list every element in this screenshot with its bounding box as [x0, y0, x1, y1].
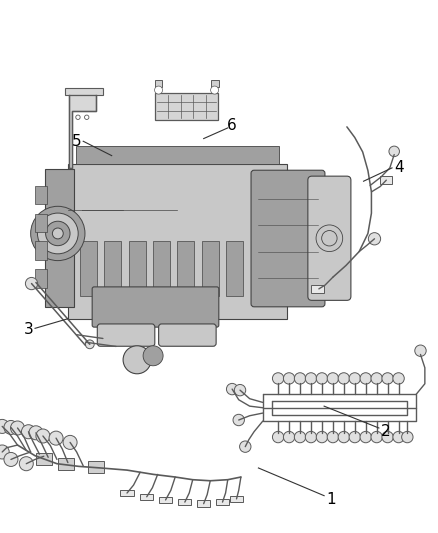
Bar [76, 146, 279, 164]
Circle shape [155, 86, 162, 94]
Bar [197, 500, 210, 507]
Circle shape [31, 206, 85, 261]
Text: 3: 3 [24, 322, 33, 337]
Circle shape [316, 373, 328, 384]
Circle shape [360, 373, 371, 384]
Circle shape [283, 373, 295, 384]
FancyBboxPatch shape [251, 170, 325, 307]
Bar [35, 186, 47, 204]
Bar [159, 497, 172, 503]
Circle shape [389, 146, 399, 157]
Polygon shape [69, 95, 96, 168]
Circle shape [53, 228, 63, 239]
Circle shape [402, 431, 413, 443]
Circle shape [0, 445, 9, 459]
Bar [104, 241, 121, 295]
Circle shape [272, 373, 284, 384]
Bar [202, 241, 219, 295]
Text: 5: 5 [72, 134, 81, 149]
FancyBboxPatch shape [92, 287, 219, 327]
Bar [177, 241, 194, 295]
Circle shape [371, 373, 382, 384]
Circle shape [234, 384, 246, 396]
Text: 1: 1 [326, 492, 336, 507]
Circle shape [305, 373, 317, 384]
Circle shape [4, 421, 18, 434]
Circle shape [338, 431, 350, 443]
Polygon shape [65, 88, 103, 95]
Circle shape [49, 431, 63, 445]
FancyBboxPatch shape [97, 324, 155, 346]
Bar [140, 494, 153, 500]
Circle shape [349, 373, 360, 384]
Bar [129, 241, 146, 295]
Bar [36, 454, 52, 465]
Bar [216, 499, 229, 505]
Circle shape [38, 213, 78, 254]
Circle shape [272, 431, 284, 443]
Circle shape [371, 431, 382, 443]
Circle shape [4, 453, 18, 466]
Circle shape [327, 373, 339, 384]
Circle shape [46, 221, 70, 246]
Circle shape [240, 441, 251, 453]
Circle shape [19, 457, 33, 471]
Circle shape [316, 431, 328, 443]
Bar [230, 496, 243, 502]
Circle shape [85, 340, 94, 349]
Circle shape [226, 383, 238, 395]
Circle shape [0, 419, 9, 433]
Bar [35, 241, 47, 260]
Circle shape [305, 431, 317, 443]
Circle shape [85, 115, 89, 119]
Circle shape [393, 373, 404, 384]
Bar [35, 269, 47, 288]
Circle shape [63, 435, 77, 449]
Circle shape [143, 346, 163, 366]
Circle shape [123, 346, 151, 374]
FancyBboxPatch shape [159, 324, 216, 346]
Bar [226, 241, 243, 295]
Bar [155, 80, 162, 87]
Circle shape [294, 373, 306, 384]
Circle shape [294, 431, 306, 443]
Text: 4: 4 [394, 160, 403, 175]
Bar [211, 80, 219, 87]
Circle shape [382, 373, 393, 384]
Circle shape [368, 232, 381, 245]
Bar [153, 241, 170, 295]
Bar [68, 164, 287, 319]
Circle shape [25, 277, 38, 290]
Circle shape [415, 345, 426, 357]
Bar [35, 214, 47, 232]
Bar [45, 169, 74, 307]
Bar [80, 241, 97, 295]
Bar [120, 490, 134, 496]
Circle shape [382, 431, 393, 443]
Text: 6: 6 [227, 118, 237, 133]
Bar [58, 458, 74, 470]
Circle shape [21, 425, 35, 439]
FancyBboxPatch shape [308, 176, 351, 301]
Circle shape [29, 426, 43, 440]
Bar [155, 93, 218, 120]
Circle shape [338, 373, 350, 384]
Circle shape [349, 431, 360, 443]
Circle shape [211, 86, 219, 94]
Circle shape [36, 429, 50, 443]
Bar [380, 176, 392, 184]
Bar [251, 241, 268, 295]
Circle shape [393, 431, 404, 443]
Circle shape [327, 431, 339, 443]
Bar [311, 285, 324, 293]
Circle shape [76, 115, 80, 119]
Text: 2: 2 [381, 424, 390, 439]
Circle shape [11, 421, 25, 435]
Bar [88, 461, 104, 473]
Circle shape [233, 414, 244, 426]
Circle shape [283, 431, 295, 443]
Circle shape [360, 431, 371, 443]
Bar [178, 499, 191, 505]
